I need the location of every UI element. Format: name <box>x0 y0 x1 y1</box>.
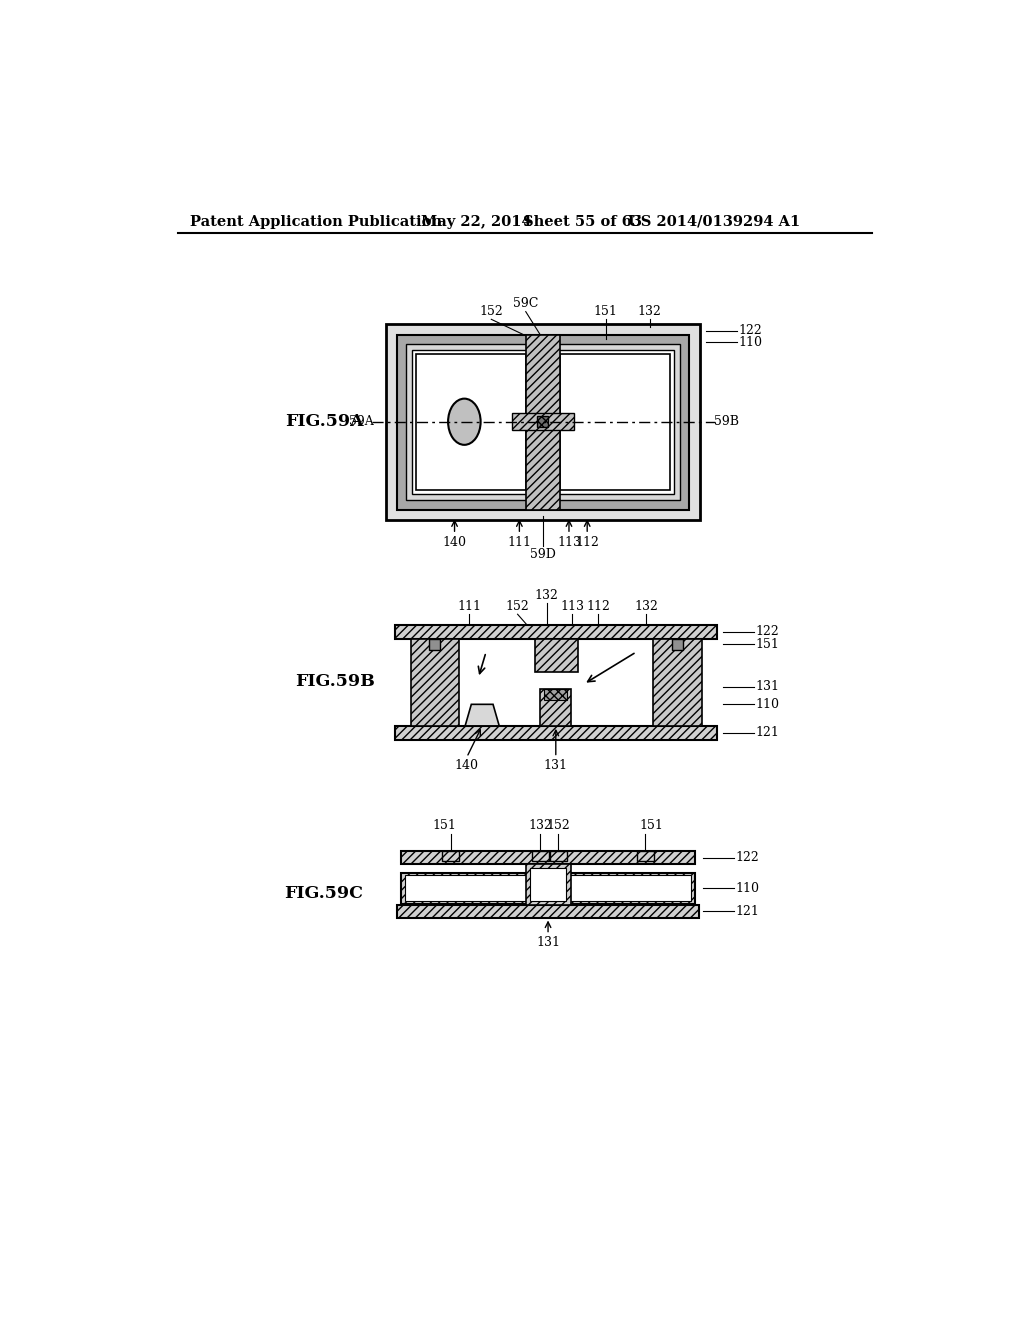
Text: 132: 132 <box>638 305 662 318</box>
Text: 59C: 59C <box>513 297 539 310</box>
Text: 151: 151 <box>594 305 617 318</box>
Bar <box>525 863 570 906</box>
Bar <box>530 869 566 900</box>
Bar <box>672 639 683 649</box>
Text: 122: 122 <box>756 626 779 639</box>
Text: FIG.59A: FIG.59A <box>286 413 364 430</box>
Text: May 22, 2014: May 22, 2014 <box>421 215 531 228</box>
Bar <box>429 639 440 649</box>
Bar <box>411 639 459 726</box>
Bar <box>397 906 699 917</box>
Bar <box>395 626 717 639</box>
Text: 111: 111 <box>507 536 531 549</box>
Text: 112: 112 <box>575 536 599 549</box>
Bar <box>395 726 717 739</box>
Bar <box>407 345 680 500</box>
Text: 121: 121 <box>735 906 760 917</box>
Text: 59A: 59A <box>349 416 374 428</box>
Text: 131: 131 <box>536 936 560 949</box>
Text: 131: 131 <box>544 759 567 772</box>
Text: 152: 152 <box>479 305 503 318</box>
Bar <box>413 350 674 494</box>
Bar <box>417 354 525 490</box>
Text: 110: 110 <box>738 335 763 348</box>
Text: FIG.59C: FIG.59C <box>285 886 364 903</box>
Text: 122: 122 <box>738 325 763 338</box>
Text: 140: 140 <box>455 759 478 772</box>
Text: 151: 151 <box>433 820 457 832</box>
Bar <box>560 354 670 490</box>
Text: 132: 132 <box>634 599 658 612</box>
Bar <box>442 851 460 861</box>
Bar <box>400 873 695 904</box>
Text: 122: 122 <box>735 851 760 865</box>
Bar <box>535 639 578 672</box>
Bar <box>400 851 695 863</box>
Text: 59B: 59B <box>714 416 739 428</box>
Text: 132: 132 <box>528 820 552 832</box>
Text: US 2014/0139294 A1: US 2014/0139294 A1 <box>628 215 800 228</box>
Text: Patent Application Publication: Patent Application Publication <box>190 215 442 228</box>
Bar <box>541 689 571 726</box>
Text: 113: 113 <box>557 536 581 549</box>
Bar <box>653 639 701 726</box>
Bar <box>404 875 691 902</box>
Bar <box>531 851 549 861</box>
Bar <box>544 689 567 700</box>
Bar <box>637 851 653 861</box>
Text: FIG.59B: FIG.59B <box>295 673 375 690</box>
Bar <box>525 335 560 510</box>
Text: 111: 111 <box>458 599 481 612</box>
Text: 113: 113 <box>560 599 585 612</box>
Polygon shape <box>465 705 500 726</box>
Text: 152: 152 <box>546 820 570 832</box>
Text: 152: 152 <box>506 599 529 612</box>
Bar <box>550 851 566 861</box>
Text: 110: 110 <box>756 698 779 710</box>
Bar <box>512 413 573 430</box>
Bar <box>538 416 548 428</box>
Text: 121: 121 <box>756 726 779 739</box>
Text: 151: 151 <box>756 638 779 651</box>
Bar <box>397 335 689 510</box>
Text: 110: 110 <box>735 882 760 895</box>
Text: 112: 112 <box>586 599 610 612</box>
Text: 140: 140 <box>442 536 467 549</box>
Text: Sheet 55 of 63: Sheet 55 of 63 <box>523 215 642 228</box>
Bar <box>386 323 700 520</box>
Text: 131: 131 <box>756 680 779 693</box>
Text: 132: 132 <box>535 589 558 602</box>
Ellipse shape <box>449 399 480 445</box>
Text: 151: 151 <box>640 820 664 832</box>
Text: 59D: 59D <box>529 548 556 561</box>
